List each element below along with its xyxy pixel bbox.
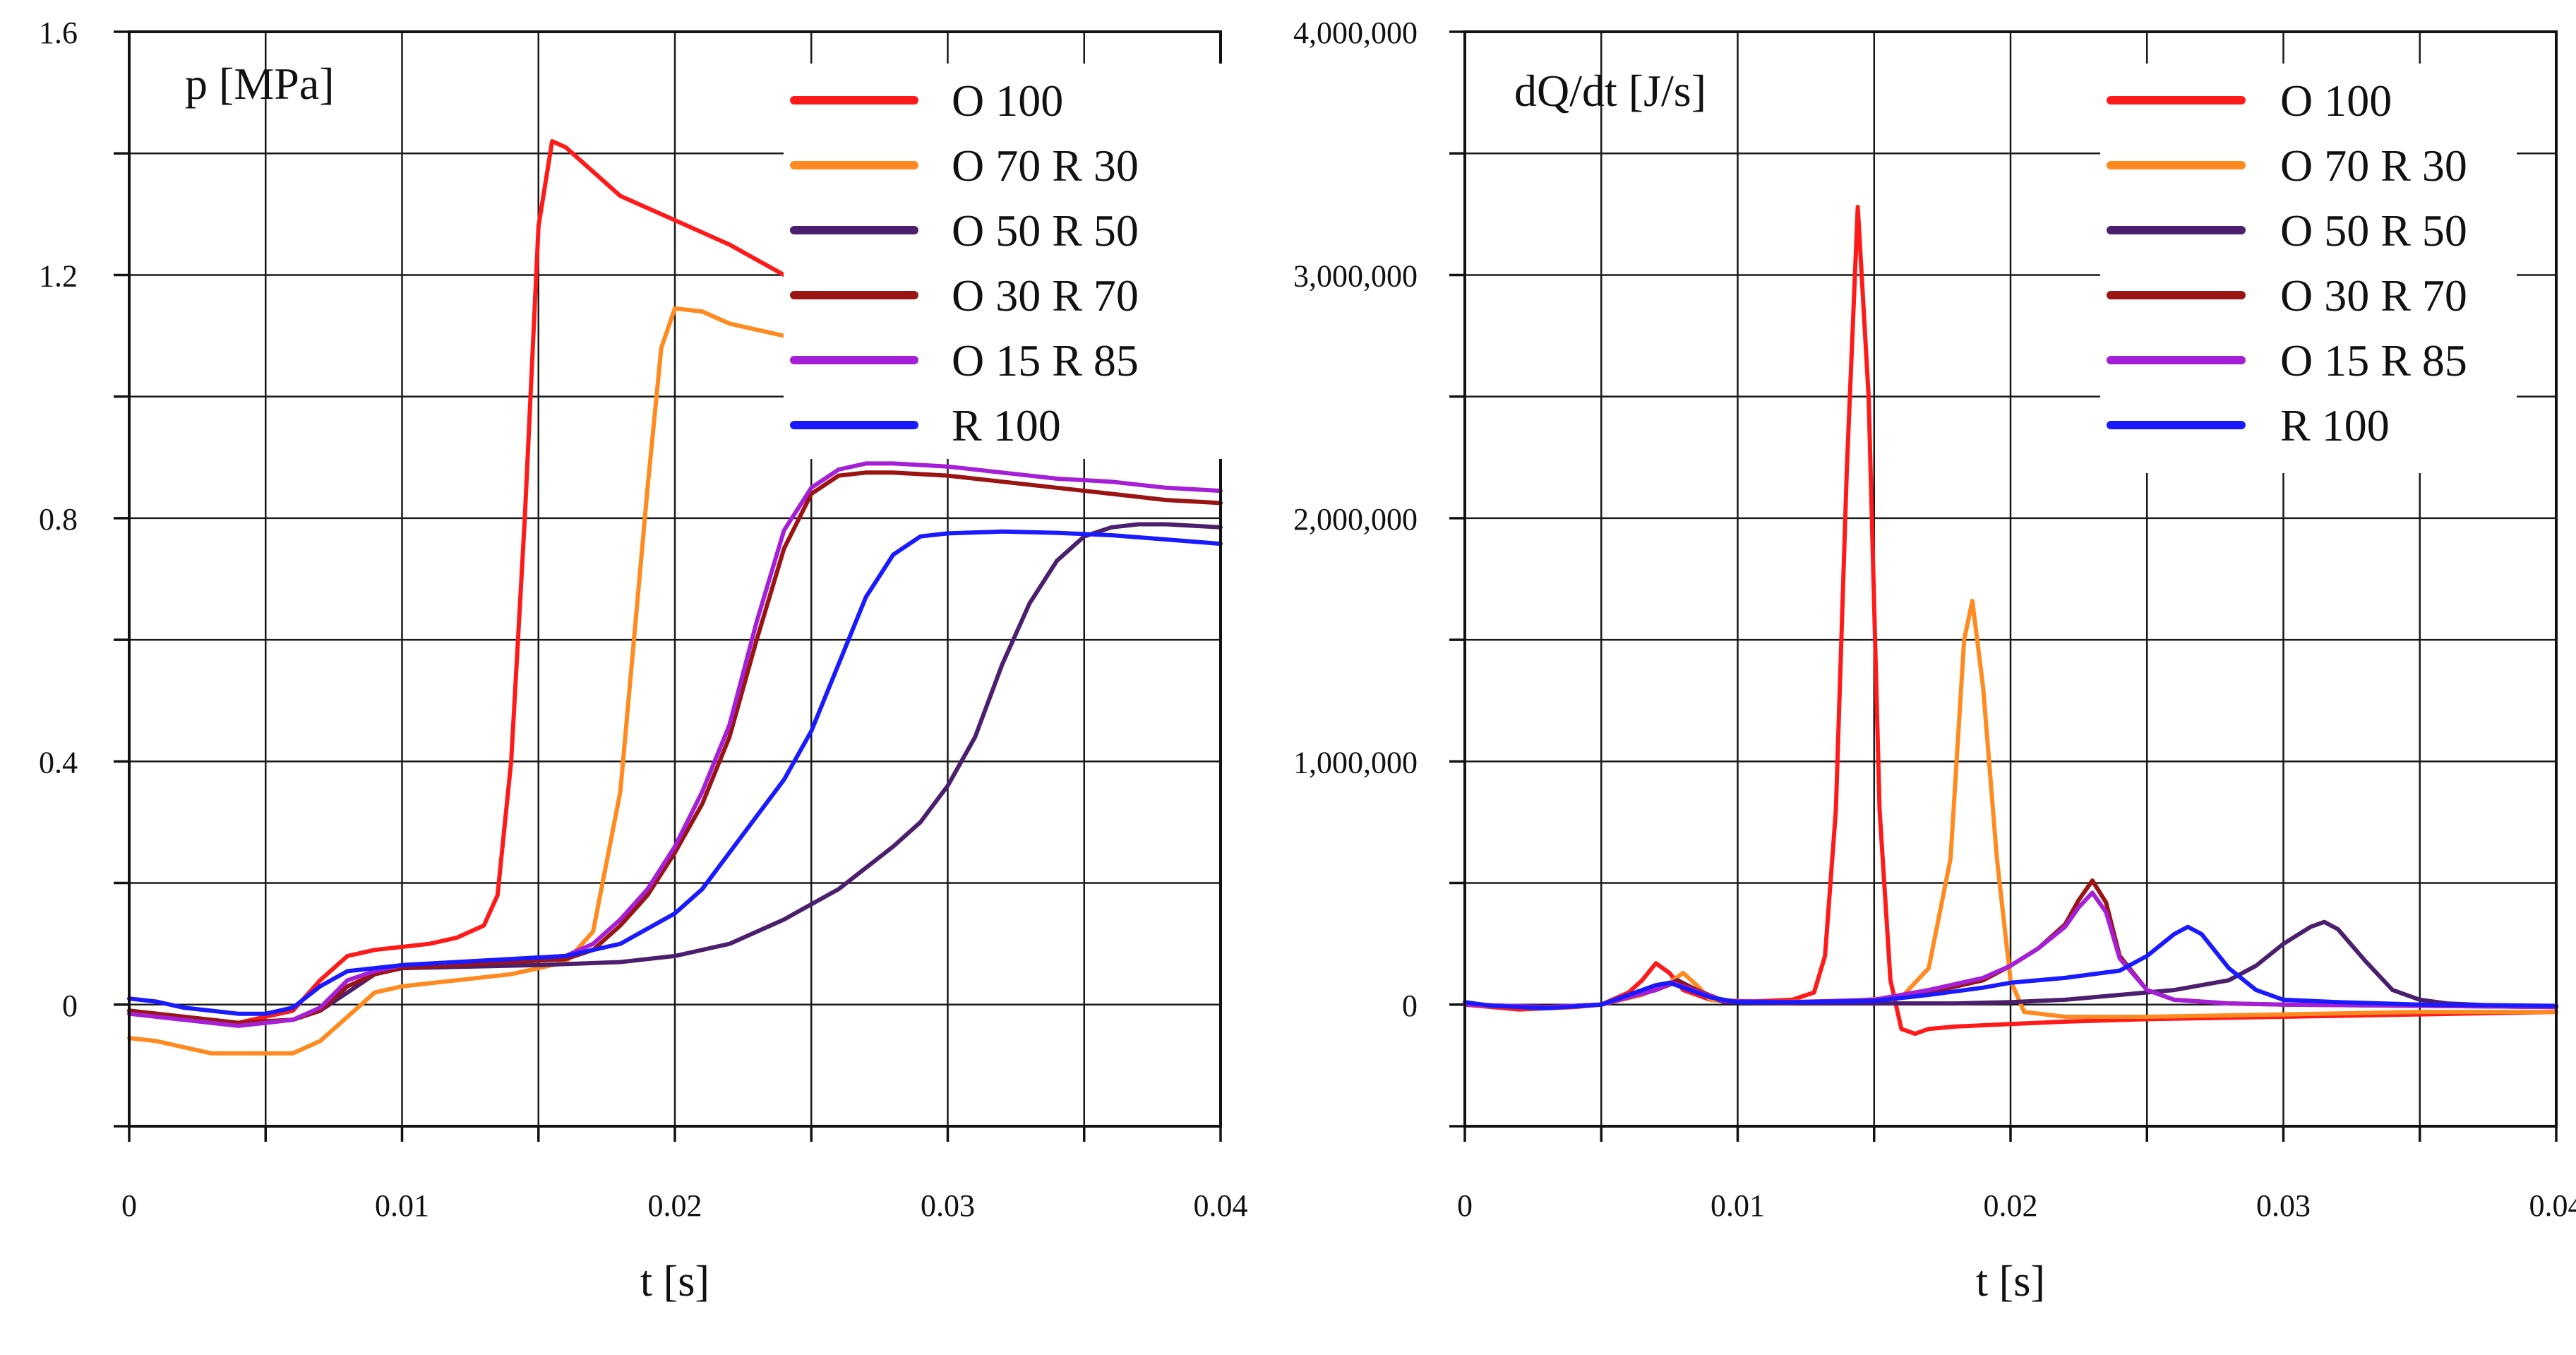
heat-release-x-ticks: 0 0.01 0.02 0.03 0.04 bbox=[1457, 1188, 2576, 1223]
pressure-x-tick-label: 0 bbox=[121, 1188, 137, 1223]
pressure-y-tick-label: 1.6 bbox=[39, 16, 78, 50]
heat-release-x-axis-label: t [s] bbox=[1976, 1258, 2045, 1306]
pressure-y-tick-label: 0.8 bbox=[39, 502, 78, 537]
heat-release-x-tick-label: 0.02 bbox=[1984, 1188, 2038, 1223]
heat-release-series-r-100 bbox=[1463, 924, 2558, 1010]
pressure-legend-label: O 15 R 85 bbox=[952, 335, 1139, 386]
pressure-legend-label: O 30 R 70 bbox=[952, 270, 1139, 321]
heat-release-y-tick-label: 1,000,000 bbox=[1293, 745, 1418, 780]
heat-release-legend: O 100 O 70 R 30 O 50 R 50 O 30 R 70 O 15 R 8… bbox=[2100, 64, 2517, 473]
heat-release-y-tick-label: 2,000,000 bbox=[1293, 502, 1418, 537]
heat-release-y-tick-label: 0 bbox=[1402, 989, 1418, 1023]
heat-release-legend-label: O 50 R 50 bbox=[2280, 205, 2467, 256]
pressure-x-ticks: 0 0.01 0.02 0.03 0.04 bbox=[121, 1188, 1248, 1223]
pressure-series-o-15-r-85 bbox=[127, 461, 1223, 1028]
heat-release-x-tick-label: 0 bbox=[1457, 1188, 1473, 1223]
pressure-legend-label: R 100 bbox=[952, 400, 1061, 450]
pressure-x-tick-label: 0.01 bbox=[375, 1188, 429, 1223]
heat-release-y-tick-label: 3,000,000 bbox=[1293, 258, 1418, 293]
pressure-plot-frame bbox=[128, 30, 1222, 1128]
pressure-legend-label: O 100 bbox=[952, 76, 1063, 126]
heat-release-y-tick-label: 4,000,000 bbox=[1293, 16, 1418, 50]
heat-release-legend-label: R 100 bbox=[2280, 400, 2390, 450]
heat-release-series bbox=[1463, 205, 2558, 1037]
pressure-chart: 0 0.01 0.02 0.03 0.04 00.40.81.21.6 p [MPa] … bbox=[39, 16, 1248, 1306]
heat-release-series-o-100 bbox=[1463, 205, 2558, 1037]
pressure-legend-label: O 50 R 50 bbox=[952, 205, 1139, 256]
heat-release-x-tick-label: 0.01 bbox=[1711, 1188, 1765, 1223]
pressure-legend-background bbox=[784, 64, 1225, 459]
heat-release-plot-frame bbox=[1463, 30, 2558, 1128]
pressure-x-axis-label: t [s] bbox=[640, 1258, 709, 1306]
pressure-legend-label: O 70 R 30 bbox=[952, 141, 1139, 191]
pressure-y-tick-label: 0 bbox=[62, 989, 78, 1023]
pressure-x-tick-label: 0.02 bbox=[648, 1188, 702, 1223]
pressure-x-tick-label: 0.03 bbox=[921, 1188, 975, 1223]
pressure-panel-title: p [MPa] bbox=[185, 59, 335, 109]
heat-release-x-tick-label: 0.04 bbox=[2529, 1188, 2576, 1223]
heat-release-legend-background bbox=[2100, 64, 2517, 473]
pressure-legend: O 100 O 70 R 30 O 50 R 50 O 30 R 70 O 15 R 8… bbox=[784, 64, 1225, 459]
heat-release-x-tick-label: 0.03 bbox=[2256, 1188, 2311, 1223]
heat-release-legend-label: O 100 bbox=[2280, 76, 2392, 126]
heat-release-legend-label: O 30 R 70 bbox=[2280, 270, 2467, 321]
pressure-y-tick-label: 1.2 bbox=[39, 258, 78, 293]
pressure-series-r-100 bbox=[127, 529, 1223, 1016]
pressure-series-o-30-r-70 bbox=[127, 470, 1223, 1025]
pressure-y-tick-label: 0.4 bbox=[39, 745, 78, 780]
heat-release-legend-label: O 15 R 85 bbox=[2280, 335, 2467, 386]
heat-release-panel-title: dQ/dt [J/s] bbox=[1514, 66, 1706, 116]
pressure-x-tick-label: 0.04 bbox=[1194, 1188, 1248, 1223]
heat-release-legend-label: O 70 R 30 bbox=[2280, 141, 2467, 191]
pressure-y-ticks: 0 0.4 0.8 1.2 1.6 bbox=[39, 16, 78, 1023]
heat-release-chart: 0 0.01 0.02 0.03 0.04 0 1,000,000 2,000,000 3,0… bbox=[1293, 16, 2576, 1306]
heat-release-y-ticks: 0 1,000,000 2,000,000 3,000,000 4,000,000 bbox=[1293, 16, 1418, 1023]
